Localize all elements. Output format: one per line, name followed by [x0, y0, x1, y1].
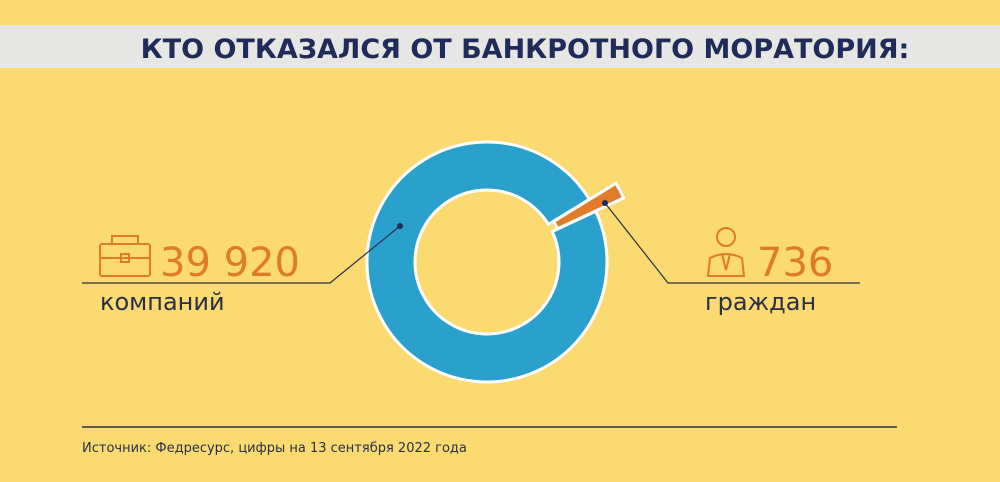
- title-band: [0, 25, 1000, 68]
- person-icon: [706, 227, 746, 277]
- donut-segment: [551, 181, 626, 231]
- leader-line: [82, 225, 401, 284]
- source-note: Источник: Федресурс, цифры на 13 сентябр…: [82, 441, 467, 456]
- donut-segment: [365, 140, 609, 384]
- leader-dot: [602, 200, 608, 206]
- leader-dot: [397, 223, 403, 229]
- donut: [365, 140, 626, 384]
- value-label: 736: [757, 240, 833, 286]
- leader-line: [604, 202, 860, 284]
- value-label: 39 920: [160, 240, 300, 286]
- briefcase-icon: [99, 235, 151, 277]
- chart-title: КТО ОТКАЗАЛСЯ ОТ БАНКРОТНОГО МОРАТОРИЯ:: [141, 34, 910, 65]
- category-label: компаний: [100, 288, 225, 316]
- category-label: граждан: [705, 288, 816, 316]
